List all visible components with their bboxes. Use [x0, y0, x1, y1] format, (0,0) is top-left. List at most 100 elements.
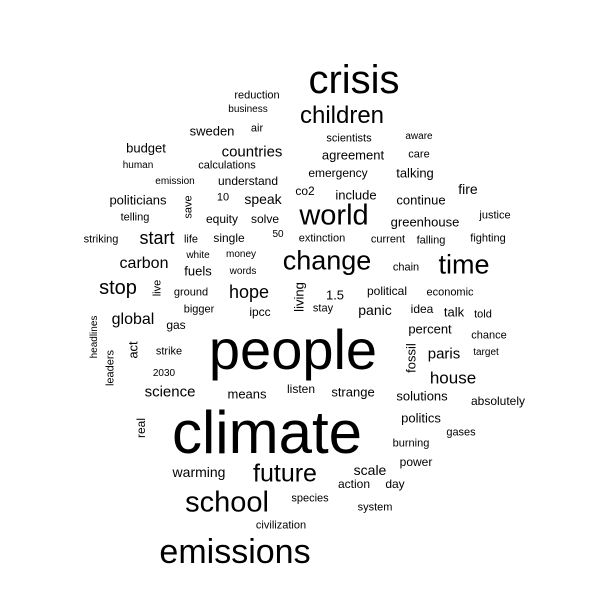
word-climate: climate — [171, 399, 363, 466]
word-absolutely: absolutely — [470, 394, 526, 408]
word-economic: economic — [426, 286, 474, 299]
word-fire: fire — [458, 181, 478, 197]
word-aware: aware — [405, 131, 433, 142]
word-species: species — [291, 492, 329, 505]
word-world: world — [299, 199, 369, 232]
word-live: live — [151, 279, 164, 297]
word-understand: understand — [217, 174, 279, 188]
word-justice: justice — [479, 209, 511, 222]
word-politics: politics — [401, 410, 441, 426]
word-panic: panic — [358, 302, 392, 318]
word-system: system — [357, 501, 393, 514]
word-target: target — [473, 347, 499, 358]
word-paris: paris — [427, 345, 461, 363]
word-solve: solve — [250, 212, 280, 226]
word-10: 10 — [216, 191, 230, 204]
word-solutions: solutions — [396, 388, 448, 404]
word-idea: idea — [410, 302, 434, 316]
word-calculations: calculations — [198, 159, 256, 172]
word-means: means — [227, 386, 267, 402]
word-single: single — [213, 231, 245, 245]
word-action: action — [337, 477, 371, 491]
word-percent: percent — [408, 321, 452, 337]
word-burning: burning — [392, 437, 430, 450]
word-extinction: extinction — [298, 232, 346, 245]
word-budget: budget — [126, 140, 166, 156]
word-chain: chain — [392, 261, 420, 274]
word-business: business — [228, 104, 268, 115]
word-continue: continue — [396, 192, 446, 208]
word-care: care — [408, 148, 430, 161]
word-emergency: emergency — [308, 166, 368, 180]
word-include: include — [335, 187, 377, 203]
word-speak: speak — [244, 191, 282, 207]
word-power: power — [399, 455, 433, 469]
word-talk: talk — [443, 304, 465, 320]
word-crisis: crisis — [308, 58, 400, 102]
word-words: words — [229, 266, 257, 277]
word-stop: stop — [99, 277, 137, 299]
word-act: act — [125, 341, 141, 359]
word-white: white — [186, 250, 210, 261]
word-telling: telling — [120, 211, 150, 224]
word-stay: stay — [312, 302, 334, 315]
word-greenhouse: greenhouse — [390, 214, 460, 230]
word-fighting: fighting — [470, 232, 506, 245]
word-falling: falling — [416, 234, 446, 247]
word-striking: striking — [83, 233, 119, 246]
word-countries: countries — [221, 143, 283, 161]
word-real: real — [134, 417, 148, 439]
word-reduction: reduction — [234, 89, 280, 102]
word-hope: hope — [228, 282, 270, 302]
word-current: current — [370, 233, 406, 246]
word-scale: scale — [353, 462, 387, 478]
word-leaders: leaders — [104, 349, 117, 387]
word-equity: equity — [205, 212, 239, 226]
word-bigger: bigger — [183, 303, 215, 316]
word-day: day — [385, 477, 405, 491]
word-carbon: carbon — [119, 255, 169, 272]
word-chance: chance — [471, 329, 507, 342]
word-house: house — [429, 368, 477, 388]
word-human: human — [122, 160, 154, 171]
word-save: save — [182, 195, 195, 219]
word-global: global — [111, 311, 155, 328]
word-political: political — [366, 284, 408, 298]
word-living: living — [291, 282, 307, 312]
word-air: air — [250, 122, 264, 135]
word-strike: strike — [155, 345, 183, 358]
word-ground: ground — [173, 286, 209, 299]
word-told: told — [474, 308, 492, 321]
word-co2: co2 — [295, 184, 315, 198]
word-start: start — [139, 228, 175, 248]
word-fuels: fuels — [184, 263, 212, 279]
word-scientists: scientists — [326, 132, 372, 145]
word-time: time — [438, 249, 490, 280]
word-talking: talking — [396, 165, 434, 181]
word-emissions: emissions — [159, 533, 311, 571]
word-agreement: agreement — [321, 147, 385, 163]
word-listen: listen — [286, 382, 316, 396]
word-emission: emission — [155, 176, 195, 187]
word-1.5: 1.5 — [325, 287, 345, 303]
word-future: future — [253, 459, 317, 488]
word-science: science — [144, 383, 196, 401]
word-gases: gases — [446, 426, 476, 439]
word-children: children — [299, 102, 385, 129]
word-ipcc: ipcc — [249, 305, 271, 319]
word-fossil: fossil — [403, 343, 419, 373]
word-gas: gas — [166, 318, 186, 332]
word-money: money — [225, 249, 257, 260]
word-headlines: headlines — [89, 315, 100, 359]
word-2030: 2030 — [152, 368, 176, 379]
word-sweden: sweden — [189, 123, 235, 139]
word-people: people — [208, 318, 378, 381]
word-school: school — [185, 486, 269, 519]
word-strange: strange — [331, 384, 375, 400]
word-50: 50 — [272, 229, 284, 240]
word-life: life — [183, 233, 199, 246]
word-change: change — [282, 245, 372, 276]
word-warming: warming — [172, 464, 226, 480]
word-civilization: civilization — [255, 519, 307, 532]
